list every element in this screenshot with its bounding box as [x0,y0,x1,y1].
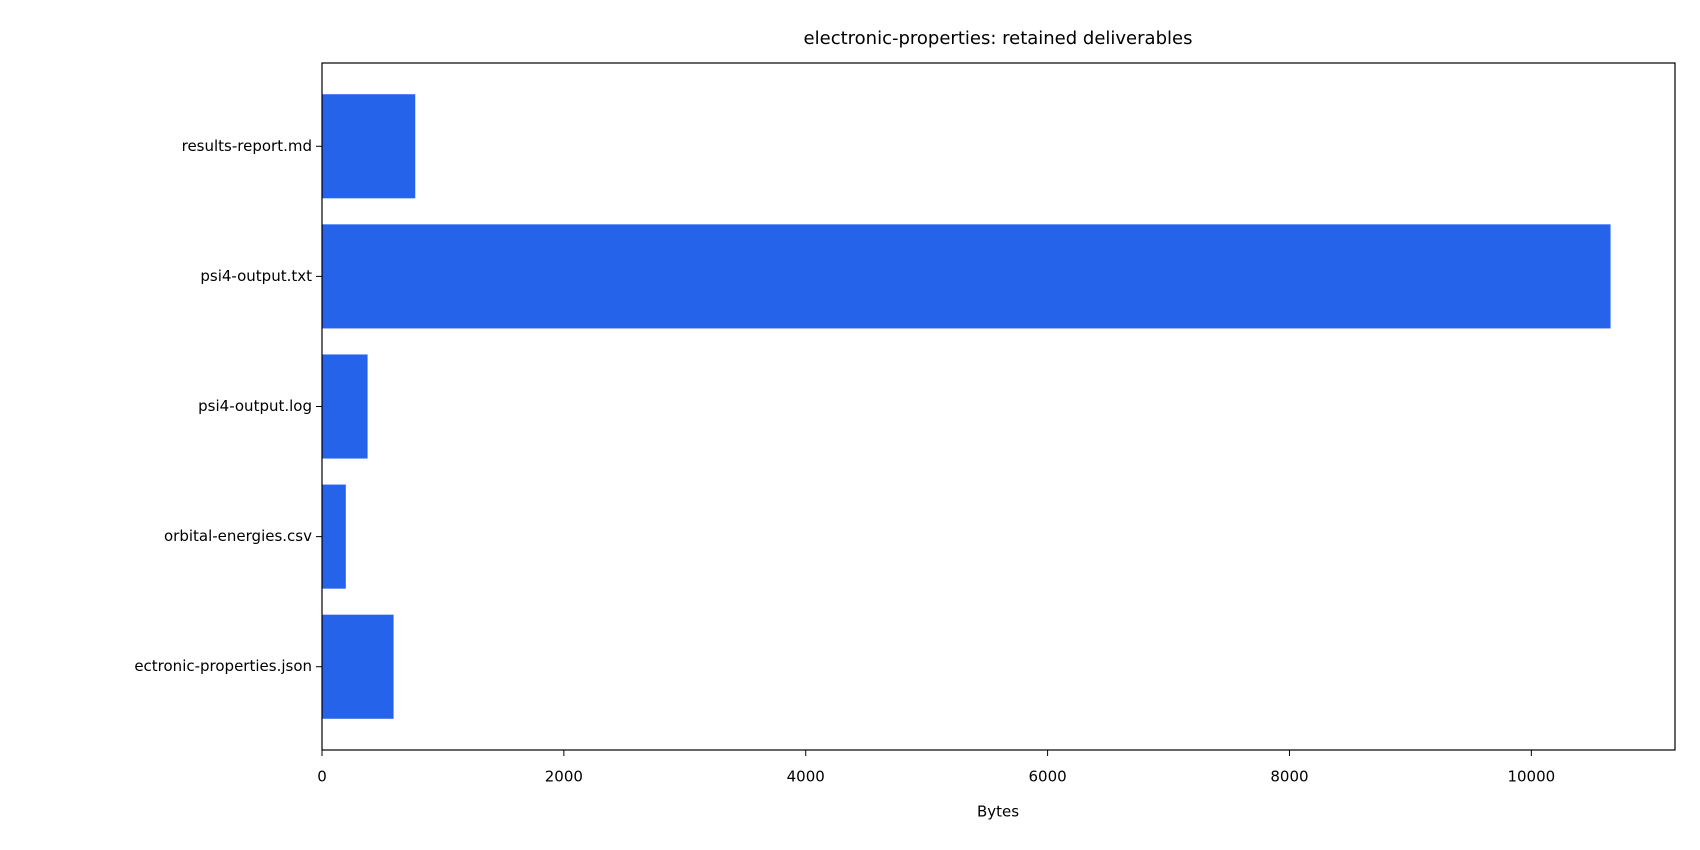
y-tick-label: results-report.md [182,137,312,155]
x-tick-label: 4000 [787,768,825,786]
bar [322,94,416,199]
plot-frame [321,62,1676,751]
x-tick-label: 8000 [1270,768,1308,786]
x-tick-label: 10000 [1507,768,1555,786]
x-tick-label: 0 [317,768,327,786]
bar [322,224,1611,329]
x-tick-label: 6000 [1029,768,1067,786]
bar [322,484,346,589]
x-axis-label: Bytes [977,803,1019,821]
chart-title: electronic-properties: retained delivera… [804,28,1193,49]
y-tick-label: ectronic-properties.json [134,657,312,675]
y-tick-label: psi4-output.log [198,397,312,415]
y-tick-label: orbital-energies.csv [164,527,312,545]
bar [322,354,368,459]
x-tick-label: 2000 [545,768,583,786]
bar [322,614,394,719]
y-tick-label: psi4-output.txt [200,267,312,285]
